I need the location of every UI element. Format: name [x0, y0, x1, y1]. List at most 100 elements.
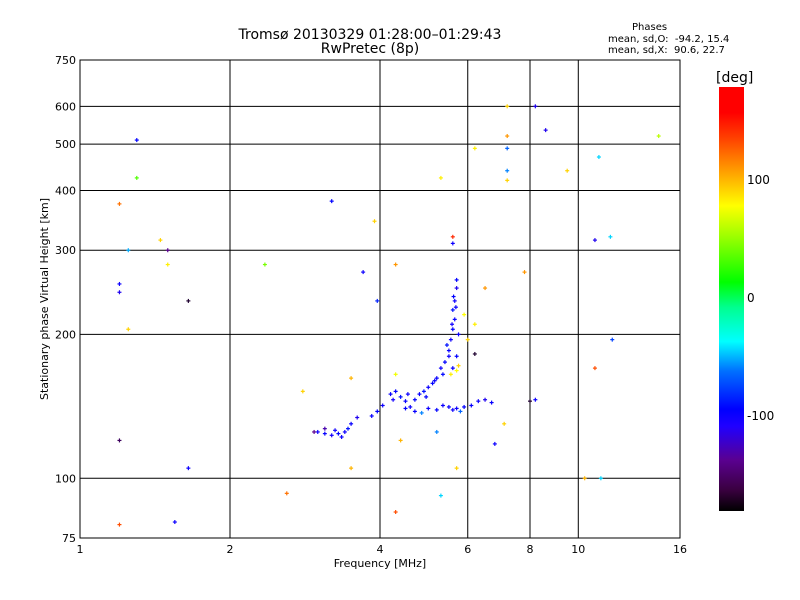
data-point: [454, 286, 459, 291]
data-point: [372, 219, 377, 224]
data-point: [448, 337, 453, 342]
colorbar: [719, 87, 744, 511]
colorbar-label: [deg]: [716, 70, 754, 86]
data-point: [592, 238, 597, 243]
data-point: [388, 392, 393, 397]
x-tick-label: 16: [673, 543, 687, 556]
colorbar-tick-label: 100: [747, 173, 770, 188]
data-point: [312, 429, 317, 434]
data-point: [329, 433, 334, 438]
chart-title: Tromsø 20130329 01:28:00–01:29:43: [238, 27, 502, 43]
data-point: [483, 397, 488, 402]
data-point: [610, 337, 615, 342]
data-point: [454, 466, 459, 471]
plot-frame: [79, 59, 681, 539]
x-tick-label: 2: [227, 543, 234, 556]
data-point: [448, 372, 453, 377]
data-point: [339, 434, 344, 439]
data-point: [440, 403, 445, 408]
data-point: [522, 270, 527, 275]
y-tick-label: 400: [55, 184, 76, 197]
data-point: [417, 392, 422, 397]
data-point: [450, 234, 455, 239]
colorbar-tick-label: -100: [747, 408, 775, 423]
data-point: [126, 248, 131, 253]
x-tick-label: 10: [571, 543, 585, 556]
y-tick-label: 75: [62, 532, 76, 545]
data-point: [315, 429, 320, 434]
data-point: [434, 429, 439, 434]
data-point: [300, 389, 305, 394]
data-point: [375, 409, 380, 414]
data-point: [444, 343, 449, 348]
data-point: [408, 404, 413, 409]
data-point: [528, 399, 532, 404]
data-point: [533, 397, 538, 402]
data-point: [172, 520, 177, 525]
data-point: [405, 392, 410, 397]
data-point: [421, 389, 426, 394]
data-point: [426, 385, 431, 390]
data-point: [450, 327, 455, 332]
data-point: [434, 407, 439, 412]
data-point: [454, 406, 459, 411]
x-tick-label: 6: [464, 543, 471, 556]
data-point: [434, 376, 439, 381]
data-point: [656, 134, 661, 139]
data-point: [450, 407, 455, 412]
data-point: [438, 175, 443, 180]
y-tick-label: 750: [55, 54, 76, 67]
data-point: [505, 134, 510, 139]
data-point: [349, 466, 354, 471]
data-point: [458, 409, 463, 414]
data-point: [505, 104, 510, 109]
x-tick-label: 8: [527, 543, 534, 556]
data-point: [450, 307, 455, 312]
data-point: [596, 155, 601, 160]
data-point: [342, 429, 347, 434]
data-point: [598, 476, 603, 481]
data-point: [403, 406, 408, 411]
data-point: [608, 234, 613, 239]
data-point: [165, 262, 170, 267]
data-point: [452, 298, 457, 303]
data-point: [393, 510, 398, 515]
data-point: [462, 312, 467, 317]
data-point: [391, 397, 396, 402]
y-tick-label: 500: [55, 138, 76, 151]
data-point: [424, 394, 429, 399]
data-point: [355, 415, 360, 420]
y-tick-label: 300: [55, 244, 76, 257]
data-point: [472, 322, 477, 327]
data-point: [432, 378, 437, 383]
data-point: [412, 397, 417, 402]
data-point: [465, 337, 470, 342]
data-point: [450, 322, 455, 327]
data-point: [336, 431, 341, 436]
data-point: [592, 366, 597, 371]
data-point: [117, 290, 122, 295]
data-point: [502, 421, 507, 426]
data-point: [426, 406, 431, 411]
data-point: [450, 241, 455, 246]
data-point: [483, 286, 488, 291]
data-point: [186, 298, 191, 303]
data-point: [476, 399, 481, 404]
data-point: [398, 394, 403, 399]
data-point: [450, 366, 455, 371]
chart-subtitle: RwPretec (8p): [320, 41, 420, 57]
data-point: [430, 381, 435, 386]
data-point: [456, 332, 461, 337]
data-point: [469, 403, 474, 408]
data-point: [454, 368, 459, 373]
data-point: [472, 351, 477, 356]
data-point: [349, 421, 354, 426]
data-point: [393, 262, 398, 267]
data-point: [349, 376, 354, 381]
data-point: [134, 138, 139, 143]
data-point: [165, 248, 170, 253]
data-point: [505, 146, 510, 151]
data-point: [492, 441, 497, 446]
data-point: [453, 305, 458, 310]
data-point: [322, 426, 327, 431]
